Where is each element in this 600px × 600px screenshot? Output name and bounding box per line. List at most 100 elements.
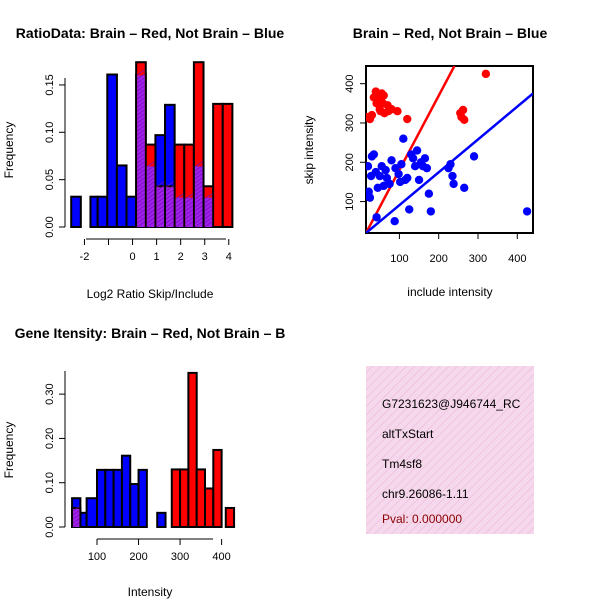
overlap-hatch: [165, 221, 174, 228]
intensity-x-label: Intensity: [128, 585, 173, 599]
y-tick-label: 100: [344, 192, 356, 210]
x-tick-label: 200: [129, 551, 147, 563]
overlap-hatch: [156, 197, 165, 204]
brain-point: [393, 106, 402, 116]
overlap-hatch: [165, 209, 174, 216]
y-tick-label: 0.05: [44, 169, 56, 190]
overlap-fill: [73, 508, 80, 527]
not-brain-point: [372, 213, 381, 222]
overlap-hatch: [136, 97, 146, 104]
overlap-hatch: [136, 209, 146, 216]
overlap-bar: [185, 193, 194, 228]
overlap-hatch: [175, 201, 184, 208]
overlap-hatch: [136, 185, 146, 192]
brain-point: [367, 110, 377, 120]
overlap-hatch: [175, 197, 184, 204]
overlap-fill: [156, 187, 165, 227]
overlap-hatch: [194, 177, 203, 184]
not-brain-point: [387, 156, 396, 165]
scatter-title: Brain – Red, Not Brain – Blue: [353, 25, 548, 41]
info-panel-background: [366, 366, 534, 534]
overlap-hatch: [185, 205, 194, 212]
overlap-hatch: [185, 197, 194, 204]
x-tick-label: 4: [226, 251, 232, 263]
brain-fit-line: [366, 66, 456, 233]
info-pval: Pval: 0.000000: [382, 512, 462, 526]
overlap-hatch: [136, 221, 146, 228]
not-brain-bar: [120, 454, 132, 529]
overlap-hatch: [136, 117, 146, 124]
overlap-hatch: [165, 181, 174, 188]
overlap-bar: [156, 181, 165, 228]
overlap-hatch: [136, 217, 146, 224]
overlap-hatch: [136, 181, 146, 188]
overlap-hatch: [175, 205, 184, 212]
overlap-fill: [137, 75, 145, 227]
not-brain-point: [420, 154, 430, 163]
overlap-hatch: [194, 161, 203, 168]
overlap-hatch: [72, 514, 80, 520]
not-brain-point: [426, 207, 436, 216]
ratio-histogram-bars: [70, 61, 234, 229]
overlap-hatch: [204, 213, 213, 220]
overlap-hatch: [136, 157, 146, 164]
not-brain-point: [397, 160, 406, 169]
not-brain-bar: [129, 483, 140, 528]
overlap-hatch: [136, 197, 146, 204]
overlap-hatch: [136, 145, 146, 152]
info-panel: G7231623@J946744_RC altTxStart Tm4sf8 ch…: [366, 366, 534, 534]
overlap-hatch: [136, 189, 146, 196]
overlap-hatch: [136, 105, 146, 112]
overlap-hatch: [136, 149, 146, 156]
x-tick-label: 300: [171, 551, 189, 563]
brain-bar: [170, 468, 182, 528]
overlap-hatch: [146, 221, 155, 228]
brain-bar: [195, 468, 206, 528]
overlap-fill: [166, 187, 174, 227]
overlap-hatch: [156, 201, 165, 208]
y-tick-label: 0.00: [44, 216, 56, 237]
not-brain-point: [394, 169, 403, 179]
not-brain-bar: [70, 195, 82, 229]
intensity-histogram-title: Gene Itensity: Brain – Red, Not Brain – …: [15, 325, 286, 341]
overlap-hatch: [156, 213, 165, 220]
overlap-hatch: [146, 197, 155, 204]
brain-bar: [212, 102, 224, 228]
not-brain-point: [408, 154, 418, 163]
scatter-y-label: skip intensity: [302, 116, 316, 185]
ratio-y-label: Frequency: [2, 122, 16, 179]
not-brain-point: [412, 146, 422, 155]
overlap-hatch: [165, 197, 174, 204]
overlap-hatch: [204, 197, 213, 204]
x-tick-label: 300: [469, 253, 487, 265]
overlap-hatch: [146, 181, 155, 188]
y-tick-label: 0.10: [44, 122, 56, 143]
overlap-hatch: [146, 205, 155, 212]
overlap-hatch: [204, 193, 213, 200]
y-tick-label: 200: [344, 153, 356, 171]
brain-point: [379, 91, 388, 100]
overlap-hatch: [136, 125, 146, 132]
scatter-panel: Brain – Red, Not Brain – Blue 100 200 300 4…: [302, 25, 547, 299]
overlap-hatch: [136, 153, 146, 160]
overlap-hatch: [194, 197, 203, 204]
overlap-bar: [194, 161, 203, 228]
ratio-histogram-title: RatioData: Brain – Red, Not Brain – Blue: [16, 25, 285, 41]
x-tick-label: 200: [430, 253, 448, 265]
not-brain-bar: [96, 195, 109, 229]
overlap-hatch: [156, 217, 165, 224]
not-brain-point: [469, 152, 479, 161]
overlap-hatch: [146, 209, 155, 216]
overlap-hatch: [185, 221, 194, 228]
overlap-hatch: [146, 185, 155, 192]
overlap-hatch: [72, 510, 80, 516]
not-brain-point: [366, 193, 375, 202]
not-brain-bar: [96, 468, 107, 528]
overlap-hatch: [194, 217, 203, 224]
overlap-hatch: [136, 77, 146, 84]
not-brain-point: [366, 162, 373, 171]
brain-point: [481, 69, 491, 79]
overlap-hatch: [185, 217, 194, 224]
info-event-type: altTxStart: [382, 427, 434, 441]
not-brain-point: [422, 163, 432, 173]
